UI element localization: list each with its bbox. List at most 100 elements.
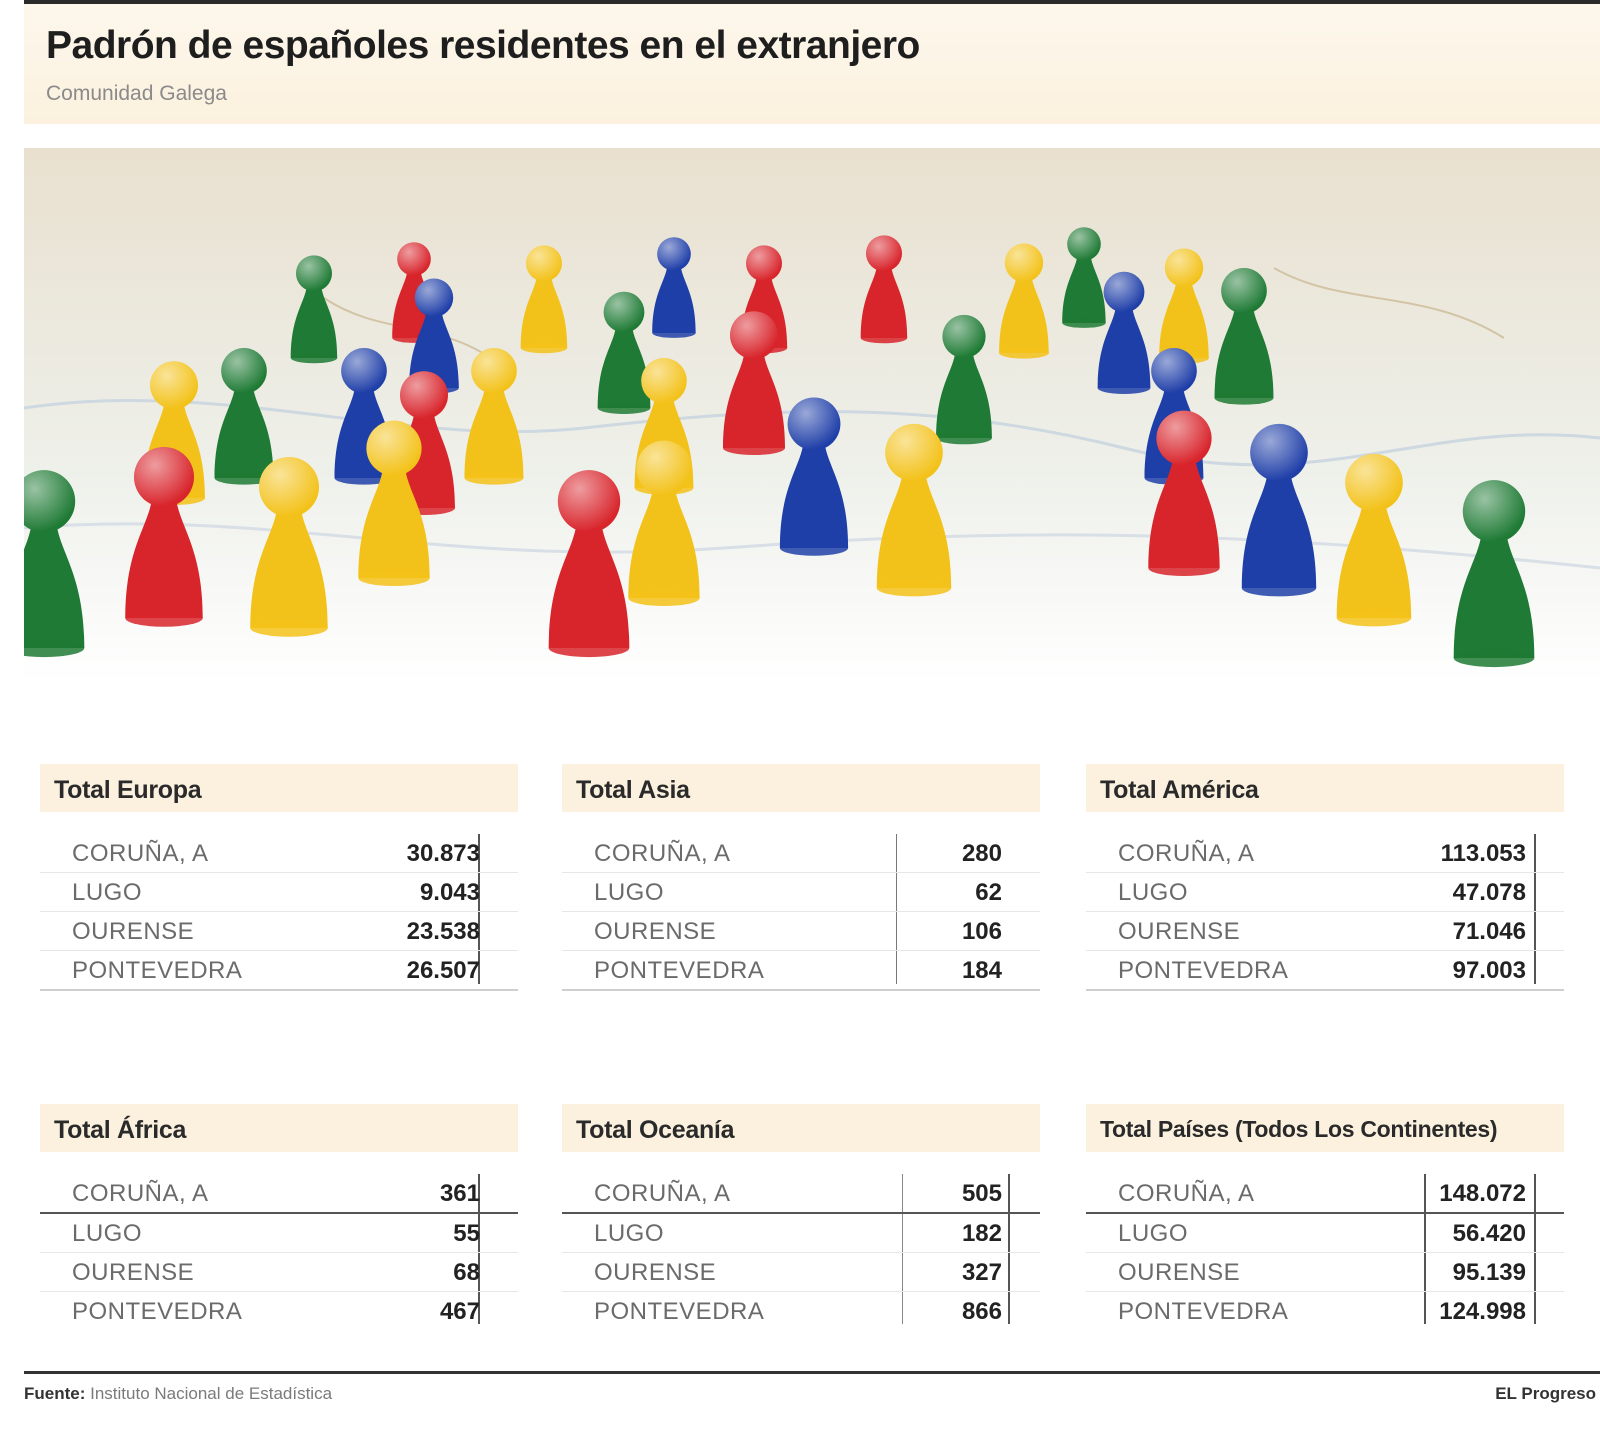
table-title: Total África (54, 1116, 187, 1144)
province-name: PONTEVEDRA (72, 1298, 243, 1325)
pawn-figure (290, 255, 338, 364)
table-title: Total América (1100, 776, 1259, 804)
table-row: PONTEVEDRA 26.507 (40, 951, 518, 991)
population-value: 47.078 (1452, 879, 1526, 906)
table-row: OURENSE 23.538 (40, 912, 518, 951)
pawn-figure (214, 348, 274, 485)
pawn-figure (876, 423, 952, 597)
province-name: LUGO (72, 879, 143, 906)
population-value: 23.538 (406, 918, 480, 945)
province-name: OURENSE (1118, 918, 1241, 945)
table-title: Total Asia (576, 776, 690, 804)
pawn-figure (628, 440, 700, 607)
province-name: LUGO (1118, 1220, 1189, 1247)
pawn-figure (548, 470, 630, 658)
pawn-figure (520, 245, 568, 354)
population-value: 148.072 (1439, 1180, 1526, 1207)
table-row: CORUÑA, A 148.072 (1086, 1174, 1564, 1214)
table-header: Total África (40, 1104, 518, 1152)
table-row: CORUÑA, A 505 (562, 1174, 1040, 1214)
pawn-figure (1453, 480, 1535, 668)
population-value: 56.420 (1452, 1220, 1526, 1247)
column-divider (1424, 1174, 1426, 1324)
province-name: CORUÑA, A (72, 1180, 209, 1207)
population-value: 26.507 (406, 957, 480, 984)
pawn-figure (1148, 410, 1220, 577)
population-value: 113.053 (1440, 840, 1526, 867)
table-header: Total América (1086, 764, 1564, 812)
table-row: PONTEVEDRA 124.998 (1086, 1292, 1564, 1330)
population-value: 182 (961, 1220, 1002, 1247)
province-name: PONTEVEDRA (594, 1298, 765, 1325)
pawn-figure (334, 348, 394, 485)
population-value: 30.873 (406, 840, 480, 867)
table-row: PONTEVEDRA 184 (562, 951, 1040, 991)
table-row: LUGO 62 (562, 873, 1040, 912)
population-value: 866 (961, 1298, 1002, 1325)
table-row: LUGO 47.078 (1086, 873, 1564, 912)
province-name: CORUÑA, A (72, 840, 209, 867)
column-divider (478, 834, 480, 984)
pawn-figure (125, 447, 203, 627)
population-value: 9.043 (419, 879, 480, 906)
table-africa: Total África CORUÑA, A 361 LUGO 55 OURENSE… (40, 1104, 518, 1334)
province-name: OURENSE (594, 1259, 717, 1286)
source-note: Fuente: Instituto Nacional de Estadístic… (24, 1384, 332, 1404)
pawn-figure (464, 348, 524, 485)
table-title: Total Países (Todos Los Continentes) (1100, 1116, 1498, 1142)
table-row: LUGO 56.420 (1086, 1214, 1564, 1253)
province-name: OURENSE (594, 918, 717, 945)
pawn-figure (250, 457, 328, 637)
population-value: 327 (961, 1259, 1002, 1286)
table-total-paises: Total Países (Todos Los Continentes) COR… (1086, 1104, 1564, 1334)
table-rows: CORUÑA, A 148.072 LUGO 56.420 OURENSE 95.13… (1086, 1174, 1564, 1330)
pawn-figure (409, 278, 459, 394)
pawn-figure (597, 291, 651, 414)
pawn-figure (999, 243, 1049, 359)
province-name: CORUÑA, A (1118, 840, 1255, 867)
table-title: Total Oceanía (576, 1116, 735, 1144)
pawn-figure (1159, 248, 1209, 364)
pawn-figure (652, 237, 696, 338)
table-row: PONTEVEDRA 467 (40, 1292, 518, 1330)
province-name: LUGO (1118, 879, 1189, 906)
table-row: CORUÑA, A 113.053 (1086, 834, 1564, 873)
publisher-credit: EL Progreso (1495, 1384, 1596, 1403)
footer-rule (24, 1371, 1600, 1374)
province-name: LUGO (594, 879, 665, 906)
table-row: OURENSE 327 (562, 1253, 1040, 1292)
column-divider (1534, 834, 1536, 984)
province-name: OURENSE (72, 1259, 195, 1286)
population-value: 71.046 (1452, 918, 1526, 945)
top-rule (24, 0, 1600, 4)
column-divider (478, 1174, 480, 1324)
pawn-figure (936, 314, 992, 445)
province-name: LUGO (72, 1220, 143, 1247)
province-name: LUGO (594, 1220, 665, 1247)
population-value: 124.998 (1439, 1298, 1526, 1325)
header: Padrón de españoles residentes en el ext… (24, 4, 1600, 124)
province-name: OURENSE (1118, 1259, 1241, 1286)
table-title: Total Europa (54, 776, 202, 804)
pawn-figure (1241, 423, 1317, 597)
source-label: Fuente: (24, 1384, 86, 1403)
table-header: Total Oceanía (562, 1104, 1040, 1152)
pawns-on-map-photo (24, 148, 1600, 683)
table-rows: CORUÑA, A 280 LUGO 62 OURENSE 106 PONTEVEDR… (562, 834, 1040, 991)
table-row: LUGO 182 (562, 1214, 1040, 1253)
column-divider (902, 1174, 903, 1324)
pawns-illustration (24, 148, 1600, 683)
table-row: PONTEVEDRA 866 (562, 1292, 1040, 1330)
population-value: 184 (961, 957, 1002, 984)
province-name: CORUÑA, A (594, 1180, 731, 1207)
table-row: OURENSE 71.046 (1086, 912, 1564, 951)
column-divider (1008, 1174, 1010, 1324)
pawn-figure (1097, 271, 1151, 394)
province-name: OURENSE (72, 918, 195, 945)
pawn-figure (1062, 227, 1106, 328)
province-name: PONTEVEDRA (1118, 957, 1289, 984)
table-header: Total Europa (40, 764, 518, 812)
population-value: 97.003 (1452, 957, 1526, 984)
page-subtitle: Comunidad Galega (46, 82, 227, 105)
source-text: Instituto Nacional de Estadística (90, 1384, 333, 1403)
